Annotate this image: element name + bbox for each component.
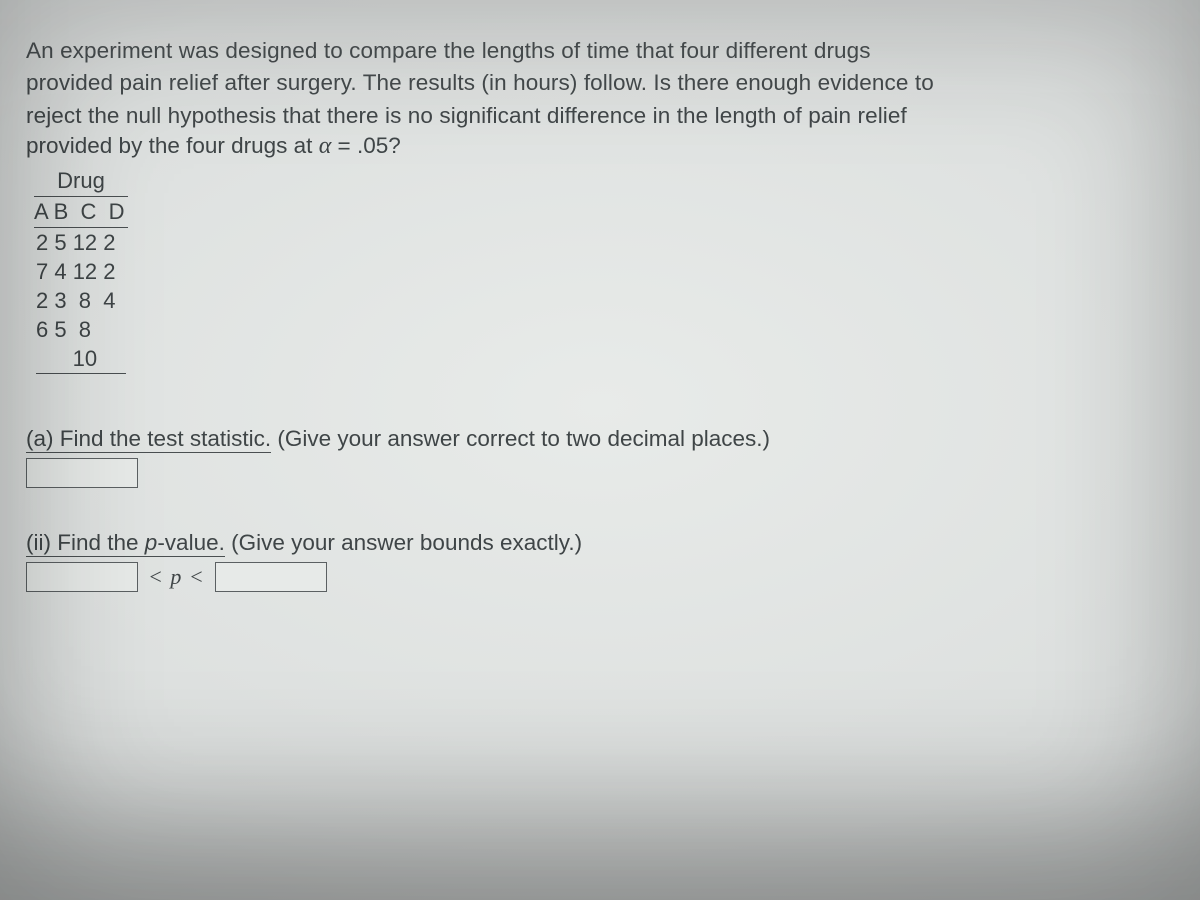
question-ii-lead-pre: (ii) Find the bbox=[26, 530, 145, 555]
question-ii-tail: (Give your answer bounds exactly.) bbox=[225, 530, 582, 555]
question-ii-lead-p: p bbox=[145, 530, 158, 555]
p-value-lower-input[interactable] bbox=[26, 562, 138, 592]
problem-text-line-2: provided pain relief after surgery. The … bbox=[26, 68, 1166, 98]
table-row: 6 5 8 bbox=[34, 315, 128, 344]
p-value-upper-input[interactable] bbox=[215, 562, 327, 592]
question-ii-lead: (ii) Find the p-value. bbox=[26, 530, 225, 557]
question-a-lead: (a) Find the test statistic. bbox=[26, 426, 271, 453]
table-row: 2 5 12 2 bbox=[34, 228, 128, 257]
question-ii-lead-post: -value. bbox=[157, 530, 225, 555]
alpha-symbol: α bbox=[319, 133, 332, 159]
problem-text-line-3: reject the null hypothesis that there is… bbox=[26, 101, 1166, 131]
drug-table-title: Drug bbox=[34, 166, 128, 197]
p-inequality-label: < p < bbox=[148, 564, 205, 590]
question-a-tail: (Give your answer correct to two decimal… bbox=[271, 426, 770, 451]
table-last-row: 10 bbox=[36, 344, 126, 374]
table-row: 2 3 8 4 bbox=[34, 286, 128, 315]
alpha-prefix: provided by the four drugs at bbox=[26, 133, 319, 158]
question-a: (a) Find the test statistic. (Give your … bbox=[26, 426, 1166, 488]
drug-table: Drug A B C D 2 5 12 2 7 4 12 2 2 3 8 4 6… bbox=[34, 166, 128, 374]
question-a-answer-row bbox=[26, 458, 1166, 488]
problem-alpha-line: provided by the four drugs at α = .05? bbox=[26, 133, 1166, 160]
test-statistic-input[interactable] bbox=[26, 458, 138, 488]
problem-container: An experiment was designed to compare th… bbox=[26, 36, 1166, 592]
question-ii-answer-row: < p < bbox=[26, 562, 1166, 592]
question-ii: (ii) Find the p-value. (Give your answer… bbox=[26, 530, 1166, 592]
alpha-eq: = .05? bbox=[331, 133, 400, 158]
drug-table-columns: A B C D bbox=[34, 197, 128, 228]
table-row: 10 bbox=[34, 344, 128, 374]
table-row: 7 4 12 2 bbox=[34, 257, 128, 286]
problem-text-line-1: An experiment was designed to compare th… bbox=[26, 36, 1166, 66]
